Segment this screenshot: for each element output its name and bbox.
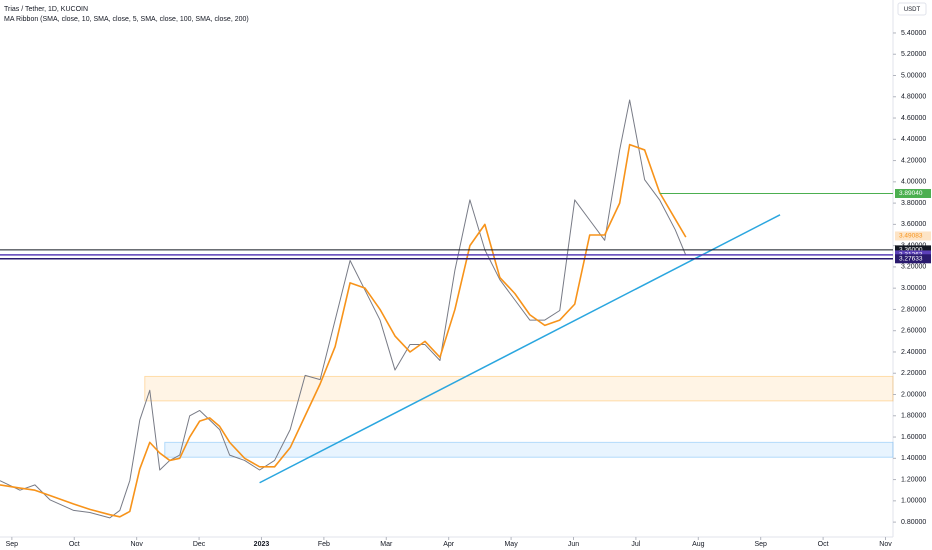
x-tick-label: 2023 (254, 541, 270, 548)
y-tick-label: 1.40000 (901, 455, 926, 462)
y-tick-label: 3.60000 (901, 221, 926, 228)
y-tick-label: 1.20000 (901, 476, 926, 483)
x-tick-label: Feb (318, 541, 330, 548)
y-tick-label: 5.00000 (901, 72, 926, 79)
y-tick-label: 5.40000 (901, 30, 926, 37)
y-tick-label: 4.20000 (901, 157, 926, 164)
x-tick-label: Sep (6, 541, 19, 548)
price-label-box (895, 188, 931, 198)
x-tick-label: Sep (754, 541, 767, 548)
y-tick-label: 3.00000 (901, 285, 926, 292)
y-tick-label: 4.00000 (901, 179, 926, 186)
chart-title: Trias / Tether, 1D, KUCOIN (4, 6, 88, 13)
price-label: 3.27633 (899, 256, 923, 263)
y-tick-label: 4.60000 (901, 115, 926, 122)
x-tick-label: Apr (443, 541, 455, 548)
y-tick-label: 1.80000 (901, 413, 926, 420)
series-line (0, 143, 687, 518)
x-tick-label: Dec (193, 541, 206, 548)
currency-box[interactable] (897, 2, 927, 16)
y-tick-label: 2.60000 (901, 328, 926, 335)
price-label-box (895, 254, 931, 264)
y-tick-label: 2.40000 (901, 349, 926, 356)
price-label: 3.36000 (899, 247, 923, 254)
y-tick-label: 2.20000 (901, 370, 926, 377)
price-label: 3.89040 (899, 190, 923, 197)
x-tick-label: Oct (69, 541, 80, 548)
currency: USDT (904, 7, 921, 13)
zone (164, 441, 894, 458)
x-tick-label: Jun (568, 541, 579, 548)
y-tick-label: 2.00000 (901, 391, 926, 398)
x-tick-label: Nov (879, 541, 892, 548)
price-label: 3.49083 (899, 233, 923, 240)
x-tick-label: Jul (631, 541, 640, 548)
y-tick-label: 1.00000 (901, 498, 926, 505)
y-tick-label: 4.80000 (901, 94, 926, 101)
y-tick-label: 4.40000 (901, 136, 926, 143)
y-tick-label: 5.20000 (901, 51, 926, 58)
series-line (0, 99, 687, 519)
y-tick-label: 0.80000 (901, 519, 926, 526)
x-tick-label: Oct (818, 541, 829, 548)
y-tick-label: 1.60000 (901, 434, 926, 441)
x-tick-label: Nov (130, 541, 143, 548)
x-tick-label: Mar (380, 541, 393, 548)
x-tick-label: May (504, 541, 518, 548)
x-tick-label: Aug (692, 541, 705, 548)
y-tick-label: 3.20000 (901, 264, 926, 271)
zone (144, 375, 894, 402)
indicator-legend: MA Ribbon (SMA, close, 10, SMA, close, 5… (4, 16, 249, 23)
y-tick-label: 2.80000 (901, 306, 926, 313)
y-tick-label: 3.80000 (901, 200, 926, 207)
price-label-box (895, 231, 931, 241)
